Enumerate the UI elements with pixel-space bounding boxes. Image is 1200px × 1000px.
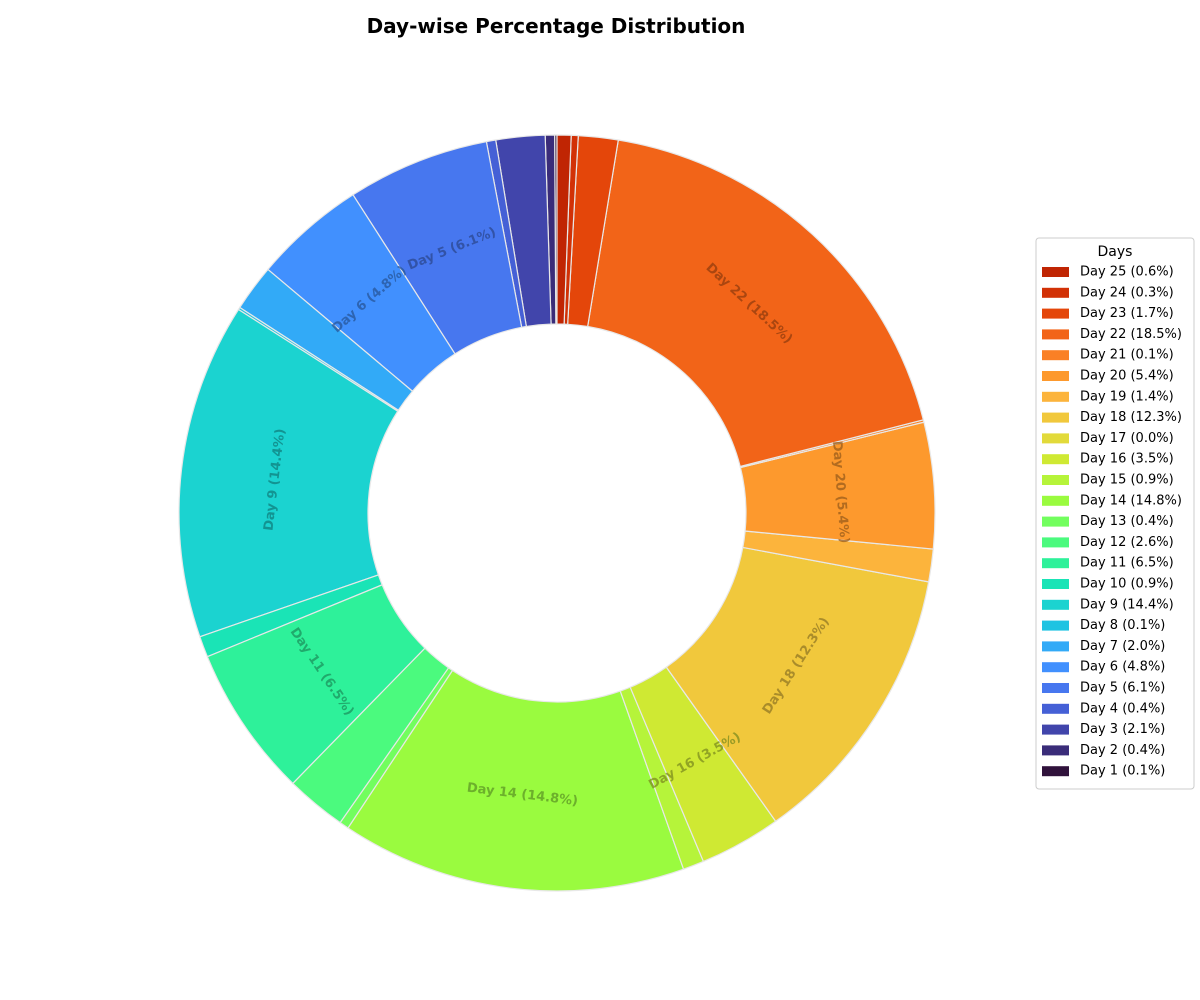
legend-swatch-day-8 — [1042, 620, 1069, 631]
legend-label-day-14: Day 14 (14.8%) — [1080, 493, 1182, 508]
legend-label-day-3: Day 3 (2.1%) — [1080, 722, 1165, 737]
legend-swatch-day-19 — [1042, 391, 1069, 402]
legend-label-day-16: Day 16 (3.5%) — [1080, 452, 1174, 467]
legend-swatch-day-20 — [1042, 371, 1069, 381]
legend-label-day-6: Day 6 (4.8%) — [1080, 660, 1165, 675]
legend-swatch-day-2 — [1042, 745, 1069, 756]
legend-swatch-day-23 — [1042, 308, 1069, 319]
slice-day-22 — [586, 139, 925, 468]
legend-label-day-13: Day 13 (0.4%) — [1080, 514, 1174, 529]
legend-swatch-day-22 — [1042, 329, 1069, 340]
legend-label-day-15: Day 15 (0.9%) — [1080, 473, 1174, 488]
legend-label-day-19: Day 19 (1.4%) — [1080, 389, 1174, 404]
legend-swatch-day-25 — [1042, 267, 1069, 277]
legend-frame — [1035, 237, 1195, 790]
legend-label-day-20: Day 20 (5.4%) — [1080, 369, 1174, 384]
legend-title: Days — [1098, 244, 1133, 260]
legend-label-day-12: Day 12 (2.6%) — [1080, 535, 1174, 550]
legend-swatch-day-1 — [1042, 766, 1069, 777]
legend-swatch-day-14 — [1042, 495, 1069, 506]
legend-label-day-22: Day 22 (18.5%) — [1080, 327, 1182, 342]
legend-swatch-day-13 — [1042, 516, 1069, 527]
slice-day-25 — [556, 134, 572, 325]
legend-label-day-11: Day 11 (6.5%) — [1080, 556, 1174, 571]
legend-swatch-day-16 — [1042, 454, 1069, 465]
legend-label-day-18: Day 18 (12.3%) — [1080, 410, 1182, 425]
legend-label-day-17: Day 17 (0.0%) — [1080, 431, 1174, 446]
legend-swatch-day-3 — [1042, 724, 1069, 735]
legend-label-day-10: Day 10 (0.9%) — [1080, 577, 1174, 592]
chart-title: Day-wise Percentage Distribution — [367, 14, 746, 38]
legend-swatch-day-12 — [1042, 537, 1069, 548]
legend-label-day-1: Day 1 (0.1%) — [1080, 764, 1165, 779]
legend-swatch-day-5 — [1042, 683, 1069, 693]
legend-label-day-5: Day 5 (6.1%) — [1080, 681, 1165, 696]
legend: Days Day 25 (0.6%) Day 24 (0.3%) Day 23 (1… — [1035, 237, 1195, 790]
legend-label-day-24: Day 24 (0.3%) — [1080, 285, 1174, 300]
legend-swatch-day-11 — [1042, 558, 1069, 569]
legend-swatch-day-24 — [1042, 287, 1069, 298]
legend-swatch-day-17 — [1042, 433, 1069, 444]
legend-swatch-day-18 — [1042, 412, 1069, 423]
legend-swatch-day-6 — [1042, 662, 1069, 673]
legend-swatch-day-9 — [1042, 599, 1069, 610]
donut-slices — [178, 134, 936, 892]
legend-label-day-21: Day 21 (0.1%) — [1080, 348, 1174, 363]
slice-day-18 — [665, 546, 930, 823]
legend-swatch-day-21 — [1042, 350, 1069, 361]
legend-label-day-7: Day 7 (2.0%) — [1080, 639, 1165, 654]
legend-swatch-day-10 — [1042, 579, 1069, 589]
slice-day-14 — [347, 669, 685, 892]
legend-swatch-day-4 — [1042, 703, 1069, 714]
legend-swatch-day-7 — [1042, 641, 1069, 652]
legend-label-day-9: Day 9 (14.4%) — [1080, 597, 1174, 612]
legend-label-day-2: Day 2 (0.4%) — [1080, 743, 1165, 758]
legend-items: Day 25 (0.6%) Day 24 (0.3%) Day 23 (1.7%) D… — [1042, 265, 1182, 779]
legend-label-day-23: Day 23 (1.7%) — [1080, 306, 1174, 321]
legend-label-day-25: Day 25 (0.6%) — [1080, 265, 1174, 280]
legend-swatch-day-15 — [1042, 475, 1069, 485]
slice-day-9 — [178, 308, 399, 638]
legend-label-day-4: Day 4 (0.4%) — [1080, 701, 1165, 716]
legend-label-day-8: Day 8 (0.1%) — [1080, 618, 1165, 633]
